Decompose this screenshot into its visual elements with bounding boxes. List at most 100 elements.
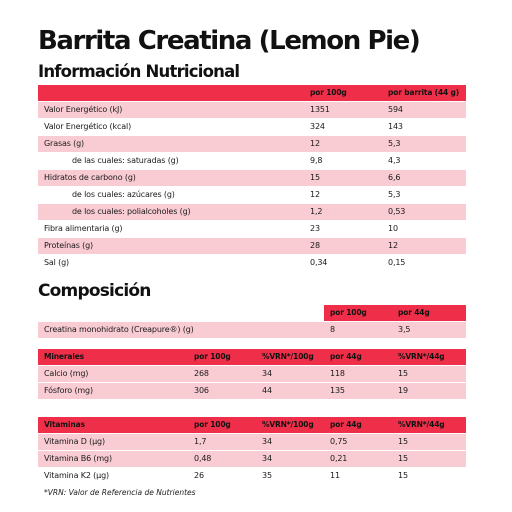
row-label: Hidratos de carbono (g) xyxy=(38,169,304,187)
table-row: Valor Energético (kJ) 1351 594 xyxy=(38,101,466,119)
value-per-bar: 6,6 xyxy=(382,169,466,187)
table-cell: 34 xyxy=(256,450,324,468)
table-row: de las cuales: saturadas (g) 9,8 4,3 xyxy=(38,152,466,170)
row-label: Valor Energético (kJ) xyxy=(38,101,304,119)
table-row: Creatina monohidrato (Creapure®) (g) 8 3… xyxy=(38,321,466,339)
footnote: *VRN: Valor de Referencia de Nutrientes xyxy=(44,488,196,497)
table-row: de los cuales: azúcares (g) 12 5,3 xyxy=(38,186,466,204)
value-per100g: 1,2 xyxy=(304,203,382,221)
nutrition-table: por 100g por barrita (44 g) Valor Energé… xyxy=(38,85,466,272)
table-row: Vitamina D (µg) 1,7 34 0,75 15 xyxy=(38,433,466,451)
row-label: Vitamina B6 (mg) xyxy=(38,450,188,468)
table-cell: 26 xyxy=(188,467,256,485)
composition-heading: Composición xyxy=(38,281,151,301)
table-row: Grasas (g) 12 5,3 xyxy=(38,135,466,153)
table-cell: 15 xyxy=(392,433,466,451)
row-label: Valor Energético (kcal) xyxy=(38,118,304,136)
row-label: de los cuales: polialcoholes (g) xyxy=(38,203,304,221)
table-cell: 1,7 xyxy=(188,433,256,451)
table-cell: 15 xyxy=(392,467,466,485)
table-header-row: por 100g por barrita (44 g) xyxy=(38,85,466,102)
row-label: Proteínas (g) xyxy=(38,237,304,255)
value-per100g: 9,8 xyxy=(304,152,382,170)
table-row: de los cuales: polialcoholes (g) 1,2 0,5… xyxy=(38,203,466,221)
table-cell: 118 xyxy=(324,365,392,383)
value-per-bar: 0,53 xyxy=(382,203,466,221)
table-cell: 11 xyxy=(324,467,392,485)
header-spacer xyxy=(38,85,304,102)
table-cell: 268 xyxy=(188,365,256,383)
value-per-bar: 5,3 xyxy=(382,135,466,153)
row-label: Sal (g) xyxy=(38,254,304,272)
table-cell: 15 xyxy=(392,450,466,468)
nutrition-heading: Información Nutricional xyxy=(38,62,240,81)
composition-table: por 100g por 44g Creatina monohidrato (C… xyxy=(38,305,466,339)
value-per100g: 28 xyxy=(304,237,382,255)
table-row: Hidratos de carbono (g) 15 6,6 xyxy=(38,169,466,187)
table-cell: 306 xyxy=(188,382,256,400)
value-per100g: 8 xyxy=(324,321,392,339)
table-cell: 0,48 xyxy=(188,450,256,468)
table-cell: 35 xyxy=(256,467,324,485)
table-cell: 44 xyxy=(256,382,324,400)
value-per100g: 23 xyxy=(304,220,382,238)
row-label: Grasas (g) xyxy=(38,135,304,153)
product-title: Barrita Creatina (Lemon Pie) xyxy=(38,26,421,56)
col-header: por 100g xyxy=(188,349,256,366)
table-cell: 0,21 xyxy=(324,450,392,468)
value-per100g: 324 xyxy=(304,118,382,136)
table-cell: 19 xyxy=(392,382,466,400)
value-per-bar: 5,3 xyxy=(382,186,466,204)
col-header: %VRN*/100g xyxy=(256,417,324,434)
row-label: de las cuales: saturadas (g) xyxy=(38,152,304,170)
col-header-per100g: por 100g xyxy=(324,305,392,322)
col-header: %VRN*/44g xyxy=(392,417,466,434)
table-row: Proteínas (g) 28 12 xyxy=(38,237,466,255)
value-per-bar: 594 xyxy=(382,101,466,119)
row-label: Fósforo (mg) xyxy=(38,382,188,400)
row-label: Creatina monohidrato (Creapure®) (g) xyxy=(38,321,324,339)
value-per-bar: 0,15 xyxy=(382,254,466,272)
value-per-bar: 10 xyxy=(382,220,466,238)
table-row: Fósforo (mg) 306 44 135 19 xyxy=(38,382,466,400)
table-row: Fibra alimentaria (g) 23 10 xyxy=(38,220,466,238)
row-label: Vitamina K2 (µg) xyxy=(38,467,188,485)
row-label: Fibra alimentaria (g) xyxy=(38,220,304,238)
table-header-row: Minerales por 100g %VRN*/100g por 44g %V… xyxy=(38,349,466,366)
row-label: de los cuales: azúcares (g) xyxy=(38,186,304,204)
value-per-bar: 143 xyxy=(382,118,466,136)
col-header-per44g: por 44g xyxy=(392,305,466,322)
col-header: por 44g xyxy=(324,417,392,434)
header-spacer xyxy=(38,305,324,322)
col-header-per-bar: por barrita (44 g) xyxy=(382,85,466,102)
value-per-bar: 4,3 xyxy=(382,152,466,170)
value-per44g: 3,5 xyxy=(392,321,466,339)
value-per100g: 15 xyxy=(304,169,382,187)
table-row: Vitamina B6 (mg) 0,48 34 0,21 15 xyxy=(38,450,466,468)
table-row: Calcio (mg) 268 34 118 15 xyxy=(38,365,466,383)
value-per100g: 0,34 xyxy=(304,254,382,272)
table-row: Valor Energético (kcal) 324 143 xyxy=(38,118,466,136)
col-header: por 100g xyxy=(188,417,256,434)
table-cell: 0,75 xyxy=(324,433,392,451)
row-label: Calcio (mg) xyxy=(38,365,188,383)
col-header: %VRN*/100g xyxy=(256,349,324,366)
minerals-heading: Minerales xyxy=(38,349,188,366)
minerals-table: Minerales por 100g %VRN*/100g por 44g %V… xyxy=(38,349,466,400)
table-cell: 135 xyxy=(324,382,392,400)
vitamins-heading: Vitaminas xyxy=(38,417,188,434)
value-per-bar: 12 xyxy=(382,237,466,255)
value-per100g: 1351 xyxy=(304,101,382,119)
row-label: Vitamina D (µg) xyxy=(38,433,188,451)
table-row: Vitamina K2 (µg) 26 35 11 15 xyxy=(38,467,466,485)
vitamins-table: Vitaminas por 100g %VRN*/100g por 44g %V… xyxy=(38,417,466,485)
value-per100g: 12 xyxy=(304,135,382,153)
value-per100g: 12 xyxy=(304,186,382,204)
table-row: Sal (g) 0,34 0,15 xyxy=(38,254,466,272)
col-header: por 44g xyxy=(324,349,392,366)
table-header-row: Vitaminas por 100g %VRN*/100g por 44g %V… xyxy=(38,417,466,434)
table-header-row: por 100g por 44g xyxy=(38,305,466,322)
col-header-per100g: por 100g xyxy=(304,85,382,102)
col-header: %VRN*/44g xyxy=(392,349,466,366)
table-cell: 34 xyxy=(256,433,324,451)
